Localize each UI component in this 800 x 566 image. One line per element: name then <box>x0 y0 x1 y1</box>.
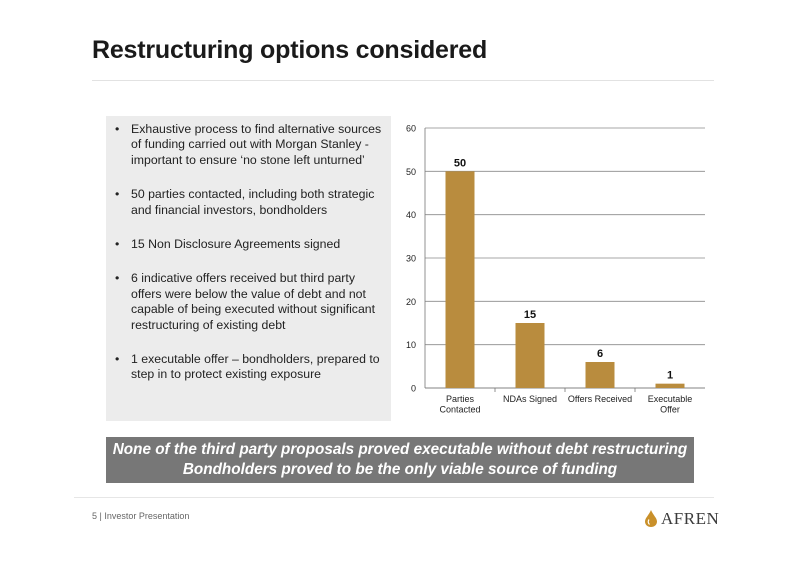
x-tick-label: Contacted <box>439 405 480 415</box>
data-label: 1 <box>667 370 673 382</box>
bar <box>585 362 615 388</box>
bullet-list: Exhaustive process to find alternative s… <box>106 116 391 383</box>
oil-drop-icon <box>645 510 657 527</box>
bar <box>515 323 545 388</box>
bar <box>445 171 475 388</box>
bullet-panel: Exhaustive process to find alternative s… <box>106 116 391 421</box>
x-tick-label: Offer <box>660 405 680 415</box>
y-tick-label: 50 <box>406 167 416 177</box>
y-tick-label: 40 <box>406 210 416 220</box>
footer-divider <box>74 497 714 498</box>
data-label: 6 <box>597 348 603 360</box>
title-divider <box>92 80 714 81</box>
y-tick-label: 20 <box>406 297 416 307</box>
y-tick-label: 30 <box>406 254 416 264</box>
x-tick-label: Offers Received <box>568 394 632 404</box>
y-tick-label: 10 <box>406 340 416 350</box>
afren-logo: AFREN <box>644 507 724 529</box>
data-label: 50 <box>454 157 466 169</box>
slide-title: Restructuring options considered <box>92 36 488 64</box>
conclusion-banner: None of the third party proposals proved… <box>106 437 694 483</box>
x-tick-label: NDAs Signed <box>503 394 557 404</box>
x-tick-label: Parties <box>446 394 475 404</box>
y-tick-label: 60 <box>406 124 416 134</box>
banner-line: None of the third party proposals proved… <box>112 441 688 458</box>
data-label: 15 <box>524 309 536 321</box>
x-tick-label: Executable <box>648 394 693 404</box>
logo-wordmark: AFREN <box>661 509 720 528</box>
bar <box>655 383 685 388</box>
y-tick-label: 0 <box>411 384 416 394</box>
bullet-item: 1 executable offer – bondholders, prepar… <box>114 352 383 383</box>
footer-text: 5 | Investor Presentation <box>92 511 190 521</box>
bullet-item: 50 parties contacted, including both str… <box>114 187 383 218</box>
banner-line: Bondholders proved to be the only viable… <box>182 461 618 478</box>
bullet-item: Exhaustive process to find alternative s… <box>114 122 383 168</box>
bullet-item: 6 indicative offers received but third p… <box>114 271 383 333</box>
bullet-item: 15 Non Disclosure Agreements signed <box>114 237 383 253</box>
